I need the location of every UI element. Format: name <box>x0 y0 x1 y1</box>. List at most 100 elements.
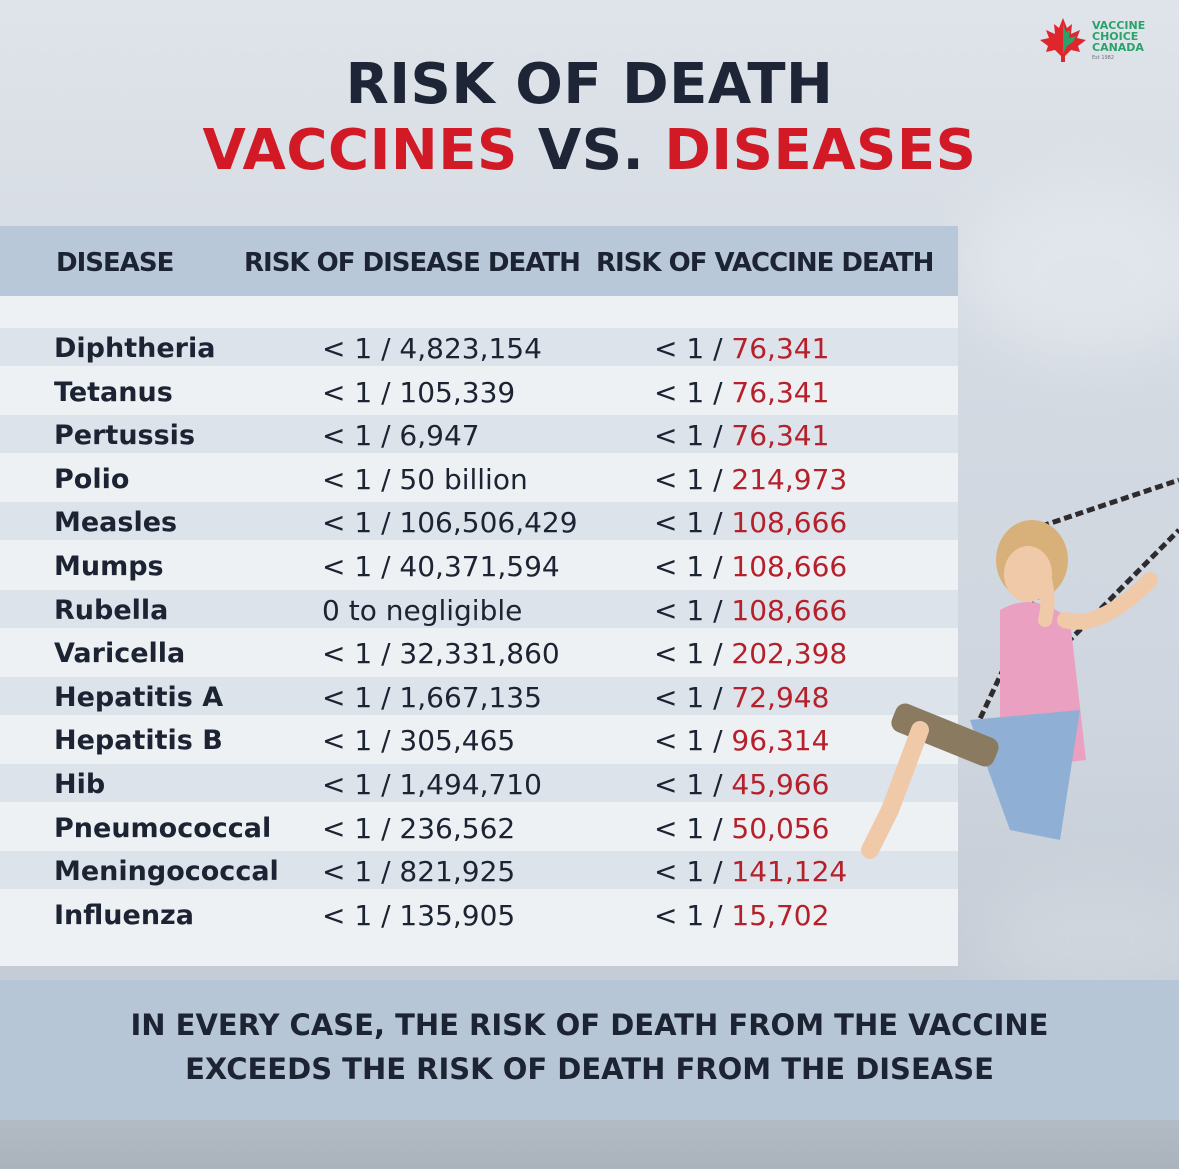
disease-name: Mumps <box>54 551 164 582</box>
title-vs: VS. <box>517 118 665 183</box>
disease-death-risk: < 1 / 821,925 <box>322 855 516 889</box>
disease-death-risk: < 1 / 106,506,429 <box>322 506 578 540</box>
vaccine-death-risk: < 1 / 214,973 <box>654 459 847 497</box>
table-row: Hepatitis A < 1 / 1,667,135 < 1 / 72,948 <box>0 676 958 715</box>
title-diseases: DISEASES <box>664 118 977 183</box>
title-vaccines: VACCINES <box>202 118 518 183</box>
disease-name: Hepatitis B <box>54 725 223 757</box>
vaccine-risk-prefix: < 1 / <box>654 593 732 627</box>
disease-death-risk: < 1 / 305,465 <box>322 724 516 758</box>
vaccine-risk-prefix: < 1 / <box>654 506 732 540</box>
disease-death-risk: < 1 / 50 billion <box>322 462 528 496</box>
vaccine-risk-prefix: < 1 / <box>654 462 732 496</box>
table-row: Influenza < 1 / 135,905 < 1 / 15,702 <box>0 895 958 933</box>
vaccine-choice-canada-logo: VACCINE CHOICE CANADA Est 1982 <box>1038 16 1168 64</box>
table-row: Rubella 0 to negligible < 1 / 108,666 <box>0 589 958 628</box>
disease-death-risk: < 1 / 1,494,710 <box>322 768 542 801</box>
vaccine-risk-value: 45,966 <box>731 768 830 801</box>
disease-name: Meningococcal <box>54 856 279 888</box>
footer-line-2: EXCEEDS THE RISK OF DEATH FROM THE DISEA… <box>185 1052 994 1086</box>
table-row: Polio < 1 / 50 billion < 1 / 214,973 <box>0 459 958 497</box>
vaccine-death-risk: < 1 / 108,666 <box>654 546 847 584</box>
vaccine-risk-prefix: < 1 / <box>654 550 732 583</box>
vaccine-risk-prefix: < 1 / <box>654 332 732 365</box>
vaccine-risk-prefix: < 1 / <box>654 898 732 932</box>
vaccine-risk-value: 96,314 <box>731 724 830 758</box>
vaccine-death-risk: < 1 / 108,666 <box>654 502 847 540</box>
disease-death-risk: < 1 / 236,562 <box>322 811 516 845</box>
vaccine-death-risk: < 1 / 15,702 <box>654 895 829 933</box>
disease-name: Polio <box>54 463 130 495</box>
vaccine-risk-value: 108,666 <box>731 593 848 627</box>
vaccine-risk-value: 15,702 <box>731 898 830 932</box>
header-vaccine-risk: RISK OF VACCINE DEATH <box>596 248 934 278</box>
child-on-swing-image <box>861 477 1179 859</box>
vaccine-risk-prefix: < 1 / <box>654 637 732 671</box>
maple-leaf-logo-icon <box>1040 18 1086 62</box>
disease-death-risk: < 1 / 1,667,135 <box>322 680 542 714</box>
vaccine-death-risk: < 1 / 76,341 <box>654 328 829 366</box>
table-row: Hib < 1 / 1,494,710 < 1 / 45,966 <box>0 764 958 802</box>
disease-name: Varicella <box>54 638 186 670</box>
vaccine-risk-prefix: < 1 / <box>654 768 732 801</box>
disease-death-risk: < 1 / 32,331,860 <box>322 637 560 671</box>
table-row: Varicella < 1 / 32,331,860 < 1 / 202,398 <box>0 633 958 671</box>
title-line-1: RISK OF DEATH <box>345 52 834 117</box>
vaccine-death-risk: < 1 / 76,341 <box>654 372 829 410</box>
vaccine-risk-value: 108,666 <box>731 506 848 540</box>
vaccine-risk-prefix: < 1 / <box>654 680 732 714</box>
disease-name: Diphtheria <box>54 333 216 364</box>
vaccine-death-risk: < 1 / 45,966 <box>654 764 829 802</box>
vaccine-risk-prefix: < 1 / <box>654 724 732 758</box>
table-row: Pertussis < 1 / 6,947 < 1 / 76,341 <box>0 415 958 454</box>
header-disease: DISEASE <box>56 248 174 278</box>
header-disease-risk: RISK OF DISEASE DEATH <box>244 248 581 278</box>
logo-est-text: Est 1982 <box>1092 55 1115 61</box>
vaccine-risk-value: 72,948 <box>731 680 830 714</box>
table-row: Tetanus < 1 / 105,339 < 1 / 76,341 <box>0 372 958 410</box>
disease-name: Hib <box>54 769 106 800</box>
vaccine-risk-prefix: < 1 / <box>654 419 732 453</box>
vaccine-risk-value: 108,666 <box>731 550 848 583</box>
table-row: Diphtheria < 1 / 4,823,154 < 1 / 76,341 <box>0 328 958 366</box>
table-row: Mumps < 1 / 40,371,594 < 1 / 108,666 <box>0 546 958 584</box>
disease-death-risk: < 1 / 4,823,154 <box>322 332 542 365</box>
vaccine-death-risk: < 1 / 76,341 <box>654 415 829 453</box>
footer-banner: IN EVERY CASE, THE RISK OF DEATH FROM TH… <box>0 980 1179 1120</box>
vaccine-risk-value: 141,124 <box>731 855 848 889</box>
vaccine-risk-value: 202,398 <box>731 637 848 671</box>
disease-name: Rubella <box>54 594 169 626</box>
vaccine-risk-value: 76,341 <box>731 419 830 453</box>
disease-name: Pertussis <box>54 420 196 452</box>
disease-death-risk: < 1 / 40,371,594 <box>322 550 560 583</box>
table-row: Pneumococcal < 1 / 236,562 < 1 / 50,056 <box>0 808 958 846</box>
disease-name: Measles <box>54 507 178 539</box>
vaccine-death-risk: < 1 / 96,314 <box>654 720 829 758</box>
vaccine-death-risk: < 1 / 108,666 <box>654 590 847 628</box>
vaccine-death-risk: < 1 / 50,056 <box>654 808 829 846</box>
disease-death-risk: < 1 / 105,339 <box>322 375 516 409</box>
table-row: Hepatitis B < 1 / 305,465 < 1 / 96,314 <box>0 720 958 758</box>
disease-death-risk: 0 to negligible <box>322 593 523 627</box>
disease-death-risk: < 1 / 135,905 <box>322 898 516 932</box>
logo-brand-text: VACCINE CHOICE CANADA <box>1092 19 1146 54</box>
disease-name: Pneumococcal <box>54 812 272 844</box>
table-row: Meningococcal < 1 / 821,925 < 1 / 141,124 <box>0 851 958 890</box>
vaccine-risk-value: 76,341 <box>731 332 830 365</box>
vaccine-risk-value: 50,056 <box>731 811 830 845</box>
vaccine-risk-prefix: < 1 / <box>654 375 732 409</box>
table-body: Diphtheria < 1 / 4,823,154 < 1 / 76,341 Tet… <box>0 296 958 966</box>
vaccine-risk-value: 76,341 <box>731 375 830 409</box>
vaccine-risk-prefix: < 1 / <box>654 855 732 889</box>
vaccine-death-risk: < 1 / 141,124 <box>654 851 847 889</box>
vaccine-death-risk: < 1 / 202,398 <box>654 633 847 671</box>
title-line-2: VACCINES VS. DISEASES <box>0 118 1179 183</box>
table-row: Measles < 1 / 106,506,429 < 1 / 108,666 <box>0 502 958 541</box>
vaccine-risk-value: 214,973 <box>731 462 848 496</box>
vaccine-risk-prefix: < 1 / <box>654 811 732 845</box>
vaccine-death-risk: < 1 / 72,948 <box>654 677 829 715</box>
table-header: DISEASE RISK OF DISEASE DEATH RISK OF VA… <box>0 226 958 296</box>
disease-name: Hepatitis A <box>54 681 224 713</box>
disease-name: Tetanus <box>54 376 173 408</box>
risk-table: DISEASE RISK OF DISEASE DEATH RISK OF VA… <box>0 226 958 966</box>
